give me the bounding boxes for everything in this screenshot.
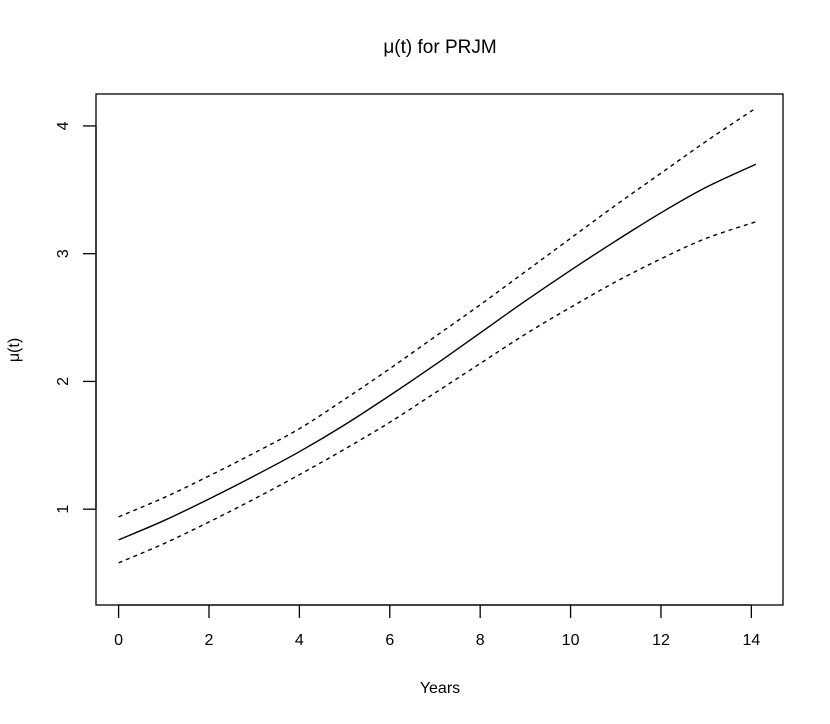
- x-axis-label: Years: [420, 680, 460, 697]
- series-line-estimate: [118, 163, 757, 541]
- y-axis: 1 2 3 4: [55, 121, 97, 514]
- x-tick-label: 8: [476, 632, 485, 649]
- x-tick-label: 6: [385, 632, 394, 649]
- x-tick-label: 4: [295, 632, 304, 649]
- x-tick-label: 10: [562, 632, 580, 649]
- plot-frame: [95, 93, 784, 606]
- series-line-band-2: [118, 221, 757, 564]
- x-tick-label: 14: [742, 632, 760, 649]
- x-tick-label: 0: [114, 632, 123, 649]
- chart-title: μ(t) for PRJM: [383, 37, 496, 58]
- y-axis-label: μ(t): [6, 338, 23, 362]
- y-tick-label: 1: [55, 505, 72, 514]
- series-layer: [118, 107, 757, 564]
- x-tick-label: 2: [205, 632, 214, 649]
- y-tick-label: 3: [55, 249, 72, 258]
- x-tick-label: 12: [652, 632, 670, 649]
- y-tick-label: 2: [55, 377, 72, 386]
- x-axis: 0 2 4 6 8 10 12 14: [114, 604, 760, 649]
- series-line-band-1: [118, 107, 757, 518]
- y-tick-label: 4: [55, 121, 72, 130]
